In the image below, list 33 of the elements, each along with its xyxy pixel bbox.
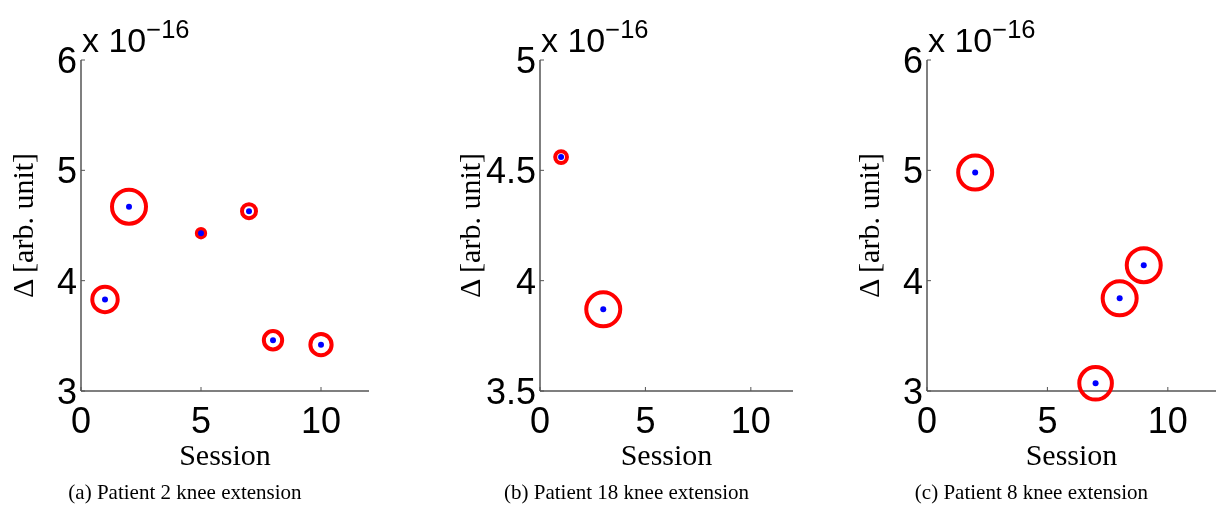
y-tick-label: 4	[56, 260, 77, 302]
y-axis-title: Δ [arb. unit]	[453, 152, 486, 299]
x-axis-title: Session	[179, 438, 271, 471]
x-tick-label: 10	[730, 400, 771, 441]
text: x 10$^{−16}$	[928, 15, 1036, 59]
x-axis-title: Session	[620, 438, 713, 471]
y-tick-label: 6	[56, 40, 77, 81]
x-tick-label: 5	[635, 400, 656, 441]
text: x 10$^{−16}$	[82, 15, 190, 59]
y-tick-label: 5	[56, 150, 77, 192]
point	[126, 203, 132, 210]
y-tick-label: 4.5	[485, 150, 536, 192]
x-tick-label: 10	[1147, 400, 1188, 441]
x-tick-label: 5	[1037, 400, 1058, 441]
y-tick-label: 5	[515, 40, 536, 81]
point	[1140, 262, 1147, 269]
y-tick-label: 4	[902, 260, 923, 302]
y-axis-title: Δ [arb. unit]	[852, 152, 885, 299]
x-axis-title: Session	[1025, 438, 1118, 471]
point	[972, 169, 979, 176]
text: (a) Patient 2 knee extension	[68, 480, 303, 504]
point	[102, 296, 108, 303]
y-axis-title: Δ [arb. unit]	[6, 152, 39, 299]
point	[1116, 295, 1123, 302]
y-tick-label: 5	[902, 150, 923, 192]
x-tick-label: 10	[300, 400, 342, 441]
point	[1092, 380, 1099, 387]
y-tick-label: 4	[515, 260, 536, 302]
text: x 10$^{−16}$	[541, 15, 649, 59]
text: (b) Patient 18 knee extension	[504, 480, 750, 504]
x-tick-label: 5	[190, 400, 212, 441]
text: (c) Patient 8 knee extension	[914, 480, 1149, 504]
y-tick-label: 6	[902, 40, 923, 81]
